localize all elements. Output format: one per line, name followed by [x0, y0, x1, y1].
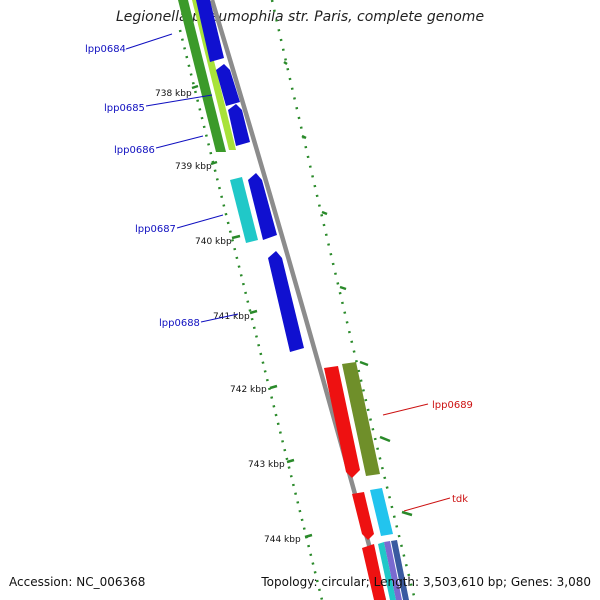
tick-label: 744 kbp [264, 535, 301, 545]
leader-lpp0687 [176, 214, 224, 229]
gene-label-lpp0688: lpp0688 [159, 318, 200, 329]
reverse-cds-features [324, 362, 409, 600]
cds-lpp0684 [196, 0, 224, 62]
cds-lpp0689-olive [342, 362, 380, 476]
cds-bottom-stripe-1 [378, 542, 396, 600]
leader-lpp0686 [155, 135, 204, 149]
tick-label: 743 kbp [248, 460, 285, 470]
leader-lpp0684 [125, 33, 173, 50]
gc-skew-outer-track [270, 0, 417, 600]
cds-tdk [370, 488, 393, 536]
genome-summary-text: Topology: circular; Length: 3,503,610 bp… [261, 575, 591, 589]
cds-lpp0688 [268, 251, 304, 352]
cds-bottom-stripe-3 [391, 540, 409, 600]
cds-lightgreen-left [192, 0, 236, 150]
leader-lpp0689 [382, 403, 429, 416]
forward-cds-features [178, 0, 304, 352]
cds-lpp0685 [216, 64, 240, 106]
cds-bottom-stripe-2 [384, 541, 402, 600]
cds-lpp0687-cyan [230, 177, 258, 243]
leader-lpp0685 [145, 94, 213, 107]
cds-tdk-red [352, 492, 374, 540]
cds-green-left [178, 0, 226, 152]
gc-skew-outer-dashes [283, 60, 413, 517]
gene-label-lpp0687: lpp0687 [135, 224, 176, 235]
gene-label-lpp0689: lpp0689 [432, 400, 473, 411]
leader-tdk [403, 497, 451, 512]
leader-lpp0688 [200, 313, 239, 323]
tick-labels: 738 kbp 739 kbp 740 kbp 741 kbp 742 kbp … [155, 89, 301, 545]
gene-label-lpp0685: lpp0685 [104, 103, 145, 114]
gene-leader-lines [125, 33, 451, 512]
tick-label: 739 kbp [175, 162, 212, 172]
gene-labels: lpp0684 lpp0685 lpp0686 lpp0687 lpp0688 … [85, 44, 473, 505]
tick-label: 741 kbp [213, 312, 250, 322]
cds-lpp0686 [228, 104, 250, 146]
tick-label: 742 kbp [230, 385, 267, 395]
cds-bottom-red [362, 544, 386, 600]
cds-lpp0687 [248, 173, 277, 240]
gene-label-lpp0686: lpp0686 [114, 145, 155, 156]
cds-lpp0689-red [324, 366, 360, 478]
tick-label: 738 kbp [155, 89, 192, 99]
gene-label-tdk: tdk [452, 494, 468, 505]
accession-text: Accession: NC_006368 [9, 575, 146, 589]
tick-label: 740 kbp [195, 237, 232, 247]
gene-label-lpp0684: lpp0684 [85, 44, 126, 55]
gc-skew-inner-track [178, 29, 324, 600]
scale-ticks [191, 84, 313, 539]
